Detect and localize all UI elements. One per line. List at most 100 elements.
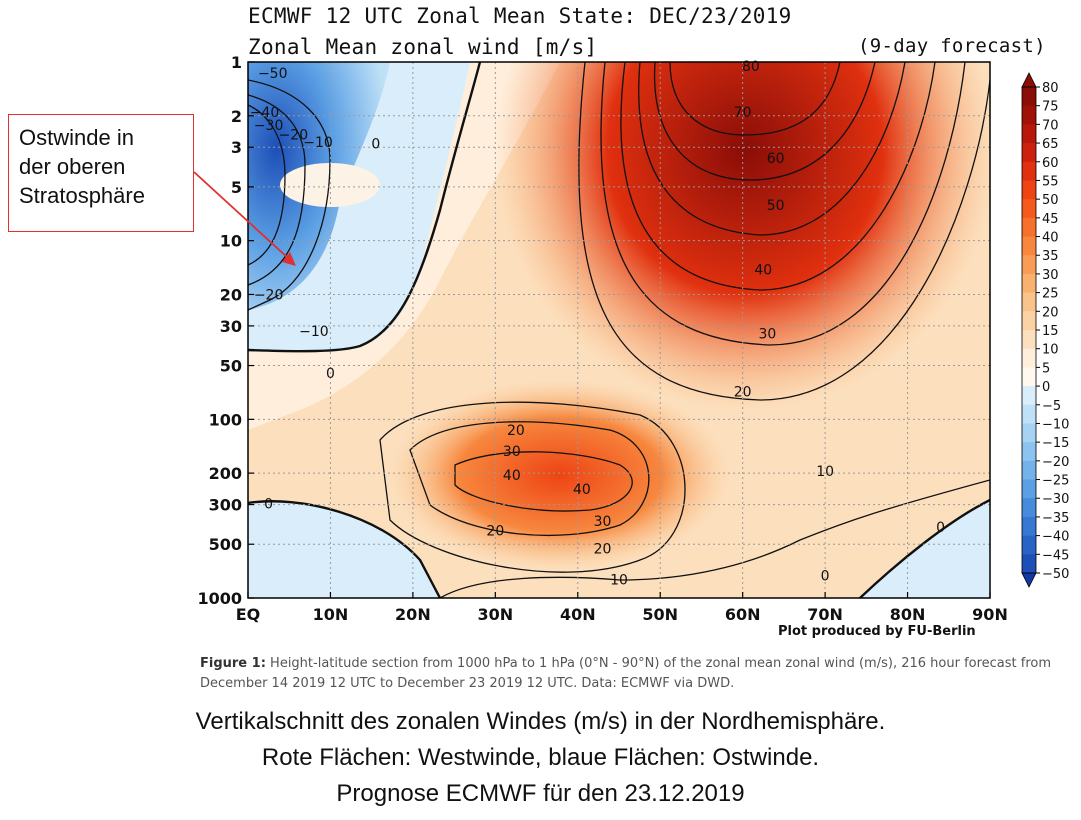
y-tick-label: 30 [220, 317, 242, 336]
colorbar-label: −35 [1042, 511, 1069, 526]
colorbar-label: −50 [1042, 567, 1069, 582]
contour-pnj-30 [600, 62, 966, 346]
contour-label: −10 [299, 324, 329, 340]
contour-label: 10 [816, 464, 834, 480]
callout-line: Stratosphäre [19, 183, 145, 208]
contour-label: −30 [254, 118, 284, 134]
colorbar-label: 30 [1042, 268, 1059, 283]
contour-label: 20 [734, 385, 752, 401]
contour-label: 0 [821, 569, 830, 585]
colorbar-label: 55 [1042, 174, 1059, 189]
y-tick-label: 1000 [197, 589, 242, 608]
colorbar-segment [1022, 554, 1036, 574]
colorbar-segment [1022, 161, 1036, 181]
y-tick-label: 300 [209, 496, 242, 515]
contour-label: 30 [758, 326, 776, 342]
colorbar-top-tip [1021, 72, 1037, 88]
colorbar-label: 15 [1042, 324, 1059, 339]
colorbar-segment [1022, 124, 1036, 144]
colorbar-segment [1022, 516, 1036, 537]
y-tick-label: 500 [209, 535, 242, 554]
colorbar-segment [1022, 386, 1036, 406]
y-axis: 1 2 3 5 10 20 30 50 100 200 300 500 1000 [197, 53, 254, 608]
colorbar-segment [1022, 199, 1036, 219]
colorbar-label: −30 [1042, 492, 1069, 507]
x-tick-label: 50N [642, 605, 678, 624]
y-tick-label: 5 [231, 178, 242, 197]
contour-strat-minus20 [248, 94, 306, 286]
contour-label: −40 [250, 105, 280, 121]
contour-label: 0 [371, 136, 380, 152]
colorbar-segment [1022, 442, 1036, 462]
contour-jet-20 [379, 401, 686, 573]
contour-label: −20 [254, 287, 284, 303]
contour-label: 60 [767, 151, 785, 167]
x-tick-label: 20N [395, 605, 431, 624]
chart-title: ECMWF 12 UTC Zonal Mean State: DEC/23/20… [248, 4, 792, 28]
contour-polar-0 [859, 498, 990, 598]
colorbar-segment [1022, 479, 1036, 499]
colorbar-segment [1022, 180, 1036, 200]
contour-label: 30 [503, 444, 521, 460]
figure-caption-text: Height-latitude section from 1000 hPa to… [200, 656, 1052, 691]
contour-label: −20 [279, 128, 309, 144]
colorbar-segment [1022, 367, 1036, 387]
field-lower-trop-easterly [248, 501, 440, 598]
contour-jet-30 [409, 421, 650, 537]
colorbar-segment [1022, 311, 1036, 331]
contour-strat-minus10 [248, 79, 331, 311]
colorbar-segment [1022, 423, 1036, 443]
contour-label: 0 [326, 366, 335, 382]
contour-label: 0 [264, 496, 273, 512]
field-subtropical-jet [390, 380, 730, 570]
german-caption-line: Prognose ECMWF für den 23.12.2019 [336, 780, 745, 807]
contour-label: 50 [767, 198, 785, 214]
colorbar-label: 60 [1042, 156, 1059, 171]
german-caption-line: Rote Flächen: Westwinde, blaue Flächen: … [261, 744, 820, 771]
colorbar-label: 5 [1042, 361, 1050, 376]
colorbar-segment [1022, 348, 1036, 368]
colorbar-segment [1022, 330, 1036, 350]
x-tick-label: 80N [890, 605, 926, 624]
colorbar-label: 80 [1042, 81, 1059, 96]
german-caption-line: Vertikalschnitt des zonalen Windes (m/s)… [195, 708, 886, 735]
figure-caption: Figure 1: Height-latitude section from 1… [200, 654, 1070, 694]
y-tick-label: 1 [231, 53, 242, 72]
callout-arrow [193, 171, 296, 266]
contour-pnj-70 [669, 62, 841, 136]
colorbar-bottom-tip [1021, 572, 1037, 588]
callout-box: Ostwinde in der oberen Stratosphäre [8, 114, 194, 232]
contour-label: 40 [503, 468, 521, 484]
contour-surface-0 [248, 500, 442, 598]
colorbar-label: −10 [1042, 417, 1069, 432]
contour-surface-10 [439, 479, 990, 598]
x-tick-label: 40N [560, 605, 596, 624]
contour-label: −50 [258, 66, 288, 82]
y-tick-label: 50 [220, 357, 242, 376]
contour-label: 10 [610, 573, 628, 589]
contour-label: 20 [594, 542, 612, 558]
x-tick-label: EQ [236, 605, 261, 624]
field-polar-surface-easterly [860, 500, 990, 598]
colorbar: 80757065605550454035302520151050−5−10−15… [1021, 72, 1069, 588]
y-tick-label: 200 [209, 464, 242, 483]
contour-labels: −50−40−30−20−10 0−20−10080706050403020103… [250, 59, 945, 589]
contour-label: 20 [507, 423, 525, 439]
callout-line: Ostwinde in [19, 125, 134, 150]
contour-pnj-60 [653, 62, 876, 181]
grid [248, 62, 990, 598]
colorbar-label: −5 [1042, 399, 1061, 414]
y-tick-label: 10 [220, 232, 242, 251]
colorbar-segment [1022, 236, 1036, 256]
contour-strat-minus30 [248, 104, 286, 266]
colorbar-label: 10 [1042, 343, 1059, 358]
x-tick-label: 10N [313, 605, 349, 624]
colorbar-label: −40 [1042, 530, 1069, 545]
colorbar-label: −45 [1042, 548, 1069, 563]
wind-field [248, 62, 990, 598]
colorbar-label: 75 [1042, 100, 1059, 115]
colorbar-segment [1022, 273, 1036, 294]
y-tick-label: 100 [209, 410, 242, 429]
contour-label: 80 [742, 59, 760, 75]
colorbar-segment [1022, 87, 1036, 107]
